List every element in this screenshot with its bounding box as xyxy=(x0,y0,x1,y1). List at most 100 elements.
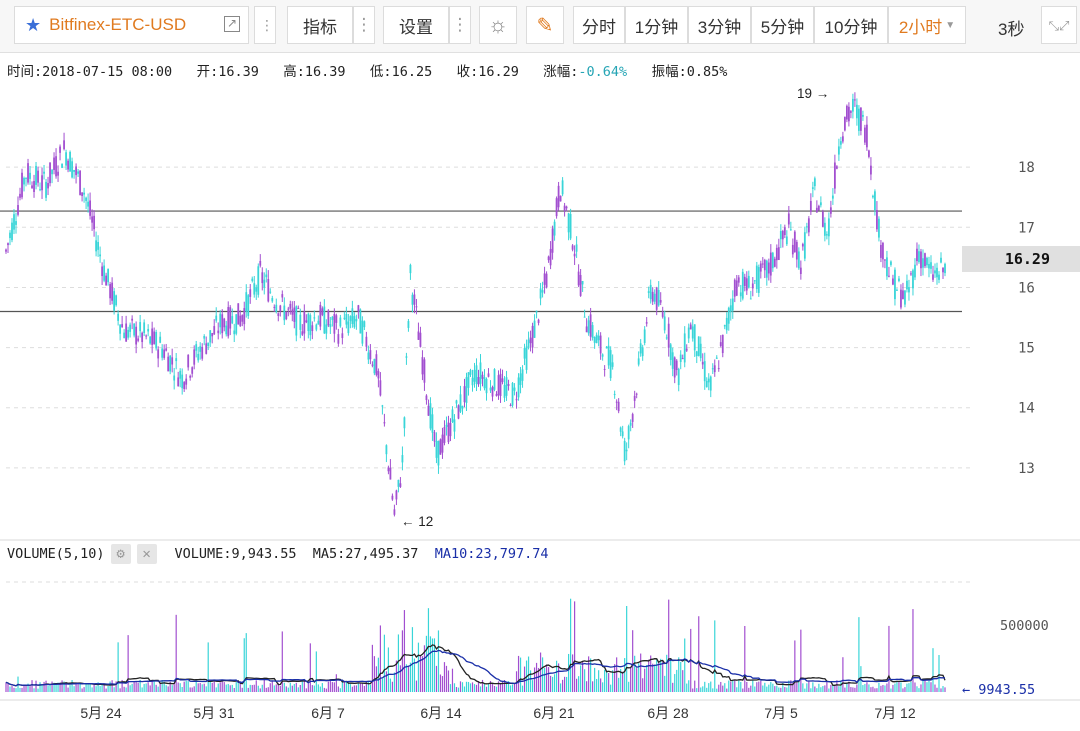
candle-body xyxy=(75,166,77,176)
ma10-line xyxy=(5,649,946,687)
candle-body xyxy=(357,305,360,312)
candle-body xyxy=(255,287,258,292)
pencil-icon: ✎ xyxy=(536,14,554,37)
candle-body xyxy=(505,377,508,396)
symbol-menu-button[interactable]: ⋮ xyxy=(254,6,276,44)
tab-interval-1[interactable]: 1分钟 xyxy=(625,6,688,44)
candle-body xyxy=(403,417,406,429)
candle-body xyxy=(121,324,124,328)
candle-body xyxy=(631,414,634,422)
candle-body xyxy=(673,357,676,378)
tab-interval-4[interactable]: 10分钟 xyxy=(814,6,888,44)
candle-body xyxy=(293,307,296,322)
candle-body xyxy=(363,321,366,328)
price-tick-label: 16 xyxy=(1018,280,1035,296)
candle-body xyxy=(703,361,706,382)
candle-body xyxy=(177,377,180,387)
current-price-tag: 16.29 xyxy=(962,246,1080,272)
candle-body xyxy=(137,338,140,341)
candle-body xyxy=(801,244,804,247)
settings-menu-button[interactable]: ⋮ xyxy=(449,6,471,44)
candle-body xyxy=(285,311,288,319)
candle-body xyxy=(815,207,818,213)
candle-body xyxy=(41,175,43,191)
candle-body xyxy=(361,320,364,344)
candle-body xyxy=(435,440,438,458)
x-tick-label: 6月 14 xyxy=(420,705,461,721)
candle-body xyxy=(705,380,708,388)
symbol-box[interactable]: ★ Bitfinex-ETC-USD ↗ xyxy=(14,6,249,44)
candle-body xyxy=(655,287,658,310)
time-value: 2018-07-15 08:00 xyxy=(42,64,173,80)
more-icon: ⋮ xyxy=(451,15,469,34)
candle-body xyxy=(499,373,502,397)
ma5-value: 27,495.37 xyxy=(345,546,419,562)
candle-body xyxy=(303,311,306,334)
popout-icon[interactable]: ↗ xyxy=(224,16,240,32)
tab-interval-2[interactable]: 3分钟 xyxy=(688,6,751,44)
refresh-label[interactable]: 3秒 xyxy=(998,20,1025,39)
candle-body xyxy=(439,439,442,455)
candle-body xyxy=(387,467,390,472)
theme-button[interactable]: ☼ xyxy=(479,6,517,44)
max-annotation: 19 → xyxy=(797,86,830,101)
tab-interval-0[interactable]: 分时 xyxy=(573,6,625,44)
candle-body xyxy=(343,317,346,319)
candle-body xyxy=(317,320,320,325)
fullscreen-button[interactable]: ⤡⤢ xyxy=(1041,6,1077,44)
candle-body xyxy=(87,201,89,207)
candle-body xyxy=(185,378,188,385)
indicator-menu-button[interactable]: ⋮ xyxy=(353,6,375,44)
candle-body xyxy=(882,242,884,260)
candle-body xyxy=(309,315,312,336)
chevron-down-icon: ▼ xyxy=(945,19,956,31)
interval-select[interactable]: 2小时 ▼ xyxy=(888,6,966,44)
candle-body xyxy=(25,177,27,179)
gear-icon[interactable]: ⚙ xyxy=(110,544,131,564)
candle-body xyxy=(491,386,494,397)
candle-body xyxy=(213,326,216,335)
min-annotation: ← 12 xyxy=(401,514,434,529)
candle-body xyxy=(888,275,890,277)
high-value: 16.39 xyxy=(304,64,346,80)
high-label: 高: xyxy=(283,64,305,80)
candle-body xyxy=(161,348,164,358)
candle-body xyxy=(497,375,500,396)
candle-body xyxy=(493,369,496,390)
candle-body xyxy=(503,384,506,398)
candle-body xyxy=(617,401,620,412)
candle-body xyxy=(53,157,55,171)
candle-body xyxy=(711,368,714,370)
tab-interval-3[interactable]: 5分钟 xyxy=(751,6,814,44)
candle-body xyxy=(437,440,440,466)
candle-body xyxy=(603,368,606,370)
candle-body xyxy=(157,349,160,359)
price-tick-label: 17 xyxy=(1018,220,1035,236)
candle-body xyxy=(43,171,45,174)
price-chart[interactable]: 18 17 16 15 14 13 5月 24 5月 31 6月 7 6月 14 6月 21 6月 2… xyxy=(0,52,1080,731)
close-icon[interactable]: ✕ xyxy=(136,544,157,564)
candle-body xyxy=(910,273,912,275)
candle-body xyxy=(405,356,408,358)
settings-button[interactable]: 设置 xyxy=(383,6,449,44)
star-icon[interactable]: ★ xyxy=(25,14,42,35)
indicator-button[interactable]: 指标 xyxy=(287,6,353,44)
candle-body xyxy=(709,376,712,391)
candle-body xyxy=(531,325,534,348)
candle-body xyxy=(908,287,910,293)
candle-body xyxy=(809,200,812,212)
settings-label: 设置 xyxy=(399,17,433,37)
interval-label: 3分钟 xyxy=(697,17,742,37)
candle-body xyxy=(721,334,724,354)
candle-body xyxy=(845,105,848,120)
candle-body xyxy=(179,370,182,379)
candle-body xyxy=(153,331,156,344)
candle-body xyxy=(73,169,75,172)
candle-body xyxy=(287,308,290,310)
candle-body xyxy=(924,253,926,267)
candle-body xyxy=(69,151,71,172)
draw-button[interactable]: ✎ xyxy=(526,6,564,44)
candle-body xyxy=(843,116,846,131)
candle-body xyxy=(37,170,39,183)
candle-body xyxy=(273,306,276,308)
